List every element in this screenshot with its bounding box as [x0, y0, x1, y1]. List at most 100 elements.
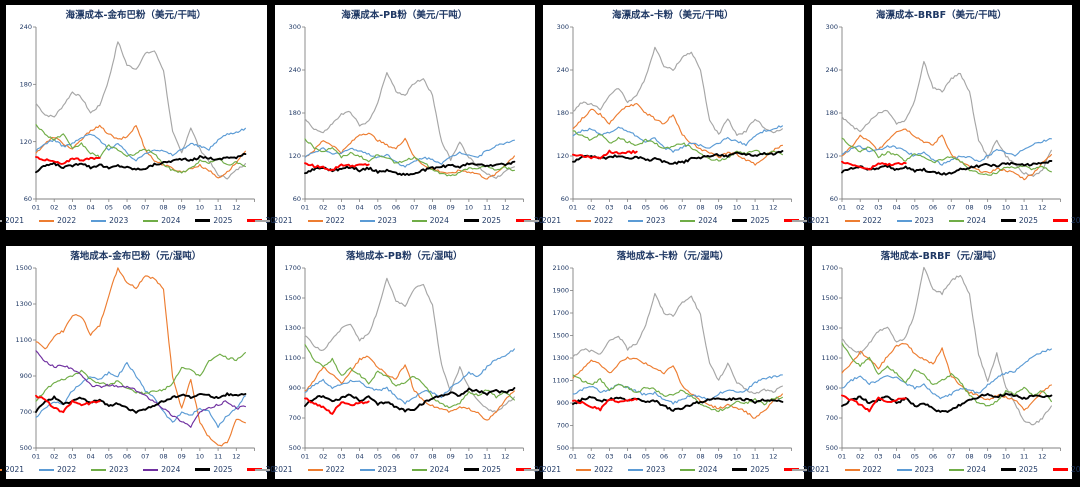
x-tick-label: 06	[928, 204, 936, 212]
legend-swatch	[463, 219, 479, 222]
x-tick-label: 06	[660, 204, 668, 212]
x-tick-label: 01	[569, 204, 577, 212]
legend-swatch	[307, 468, 323, 471]
legend-year-label: 2024	[966, 215, 986, 225]
legend-swatch	[247, 219, 263, 222]
x-tick-label: 01	[32, 453, 40, 461]
legend-swatch	[628, 468, 644, 471]
legend-swatch	[0, 219, 2, 222]
x-tick-label: 12	[769, 204, 777, 212]
x-tick-label: 05	[910, 453, 918, 461]
legend-item-2021: 2021	[255, 464, 293, 474]
legend-swatch	[359, 468, 375, 471]
legend-year-label: 2024	[698, 464, 718, 474]
legend-year-label: 2025	[750, 215, 770, 225]
series-line-2023	[303, 139, 515, 168]
y-tick-label: 60	[829, 195, 837, 203]
x-tick-label: 02	[587, 453, 595, 461]
legend-swatch	[1052, 219, 1068, 222]
legend-item-2023: 2023	[628, 466, 665, 474]
legend-swatch	[792, 468, 808, 471]
x-tick-label: 05	[642, 204, 650, 212]
y-tick-label: 900	[20, 372, 32, 380]
legend-item-2023: 2023	[359, 466, 397, 474]
legend-swatch	[732, 219, 748, 222]
legend-swatch	[195, 219, 211, 222]
series-line-2024	[840, 137, 1052, 176]
x-tick-label: 09	[983, 453, 991, 461]
series-line-2023	[840, 348, 1052, 400]
legend-swatch	[792, 219, 808, 222]
legend-year-label: 2025	[213, 215, 233, 225]
x-tick-label: 12	[1038, 453, 1046, 461]
chart-title: 落地成本-PB粉（元/湿吨）	[345, 251, 463, 262]
x-tick-label: 12	[1038, 204, 1046, 212]
legend-year-label: 2021	[273, 215, 293, 225]
chart-panel-landed-jimblebar: 落地成本-金布巴粉（元/湿吨） 500 700 900 1100 1300 1500 01 0…	[0, 246, 285, 479]
legend-year-label: 2021	[4, 215, 25, 225]
series-line-2025	[35, 392, 247, 414]
legend-swatch	[411, 468, 427, 471]
legend-item-2022: 2022	[39, 466, 76, 474]
line-plot: 60 120 180 240 300 01 02 03 04 05 06 07 08 09 10 11 12	[288, 23, 524, 212]
legend-item-2023: 2023	[91, 217, 128, 225]
y-tick-label: 700	[825, 414, 837, 422]
y-tick-label: 1500	[552, 332, 569, 340]
series-line-2023	[303, 348, 515, 405]
chart-panel-landed-brbf: 落地成本-BRBF（元/湿吨） 500 700 900 1100 1300 1500 170…	[792, 246, 1080, 479]
y-tick-label: 900	[288, 384, 300, 392]
x-tick-label: 06	[391, 453, 399, 461]
y-tick-label: 1100	[821, 354, 838, 362]
x-tick-label: 08	[428, 453, 436, 461]
legend-swatch	[576, 219, 592, 222]
x-tick-label: 11	[482, 453, 490, 461]
x-tick-label: 02	[856, 204, 864, 212]
x-tick-label: 07	[947, 204, 955, 212]
series-line-2025	[840, 159, 1052, 176]
x-tick-label: 08	[428, 204, 436, 212]
series-line-2026	[35, 394, 101, 414]
legend-item-2021: 2021	[255, 215, 293, 225]
x-tick-label: 07	[678, 204, 686, 212]
y-tick-label: 120	[557, 152, 569, 160]
legend-item-2022: 2022	[576, 466, 613, 474]
legend-swatch	[195, 468, 211, 471]
line-plot: 500 700 900 1100 1300 1500 1700 01 02 03 04 05 06 07 0…	[284, 264, 524, 461]
legend-year-label: 2021	[4, 464, 25, 474]
y-tick-label: 240	[20, 23, 32, 31]
x-tick-label: 04	[892, 204, 900, 212]
x-tick-label: 08	[696, 204, 704, 212]
legend-item-2024: 2024	[143, 466, 180, 474]
legend-swatch	[948, 468, 964, 471]
chart-panel-seaborne-pb-fines: 海漂成本-PB粉（美元/干吨） 60 120 180 240 300 01 02 03 04 05…	[255, 5, 553, 230]
legend-year-label: 2022	[862, 464, 882, 474]
line-plot: 500 700 900 1100 1300 1500 01 02 03 04 05 06 07 08 09 1…	[15, 264, 255, 461]
legend-swatch	[255, 468, 271, 471]
line-plot: 60 120 180 240 300 01 02 03 04 05 06 07 08 09 10 11 12	[825, 23, 1061, 212]
legend-year-label: 2025	[481, 464, 501, 474]
series-line-2024	[840, 342, 1052, 407]
x-tick-label: 12	[501, 204, 509, 212]
line-plot: 60 120 180 240 01 02 03 04 05 06 07 08 09 10 11 12	[20, 23, 255, 212]
chart-title: 海漂成本-金布巴粉（美元/干吨）	[65, 10, 206, 21]
series-line-2021	[572, 46, 783, 136]
x-tick-label: 11	[1019, 204, 1027, 212]
legend-year-label: 2021	[541, 464, 562, 474]
legend-swatch	[948, 219, 964, 222]
x-tick-label: 09	[446, 204, 454, 212]
x-tick-label: 07	[141, 453, 149, 461]
legend-year-label: 2021	[273, 464, 293, 474]
x-tick-label: 03	[337, 453, 345, 461]
x-tick-label: 04	[86, 204, 94, 212]
series-line-2021	[303, 72, 515, 179]
series-line-2025	[572, 150, 784, 165]
x-tick-label: 06	[928, 453, 936, 461]
legend-year-label: 2026	[1070, 215, 1080, 225]
legend-item-2025: 2025	[732, 217, 769, 225]
series-line-2024	[303, 343, 515, 409]
x-tick-label: 11	[482, 204, 490, 212]
chart-legend: 202120222023202420252026	[0, 213, 285, 228]
legend-item-2023: 2023	[91, 466, 128, 474]
y-tick-label: 60	[24, 195, 32, 203]
y-tick-label: 900	[557, 399, 569, 407]
